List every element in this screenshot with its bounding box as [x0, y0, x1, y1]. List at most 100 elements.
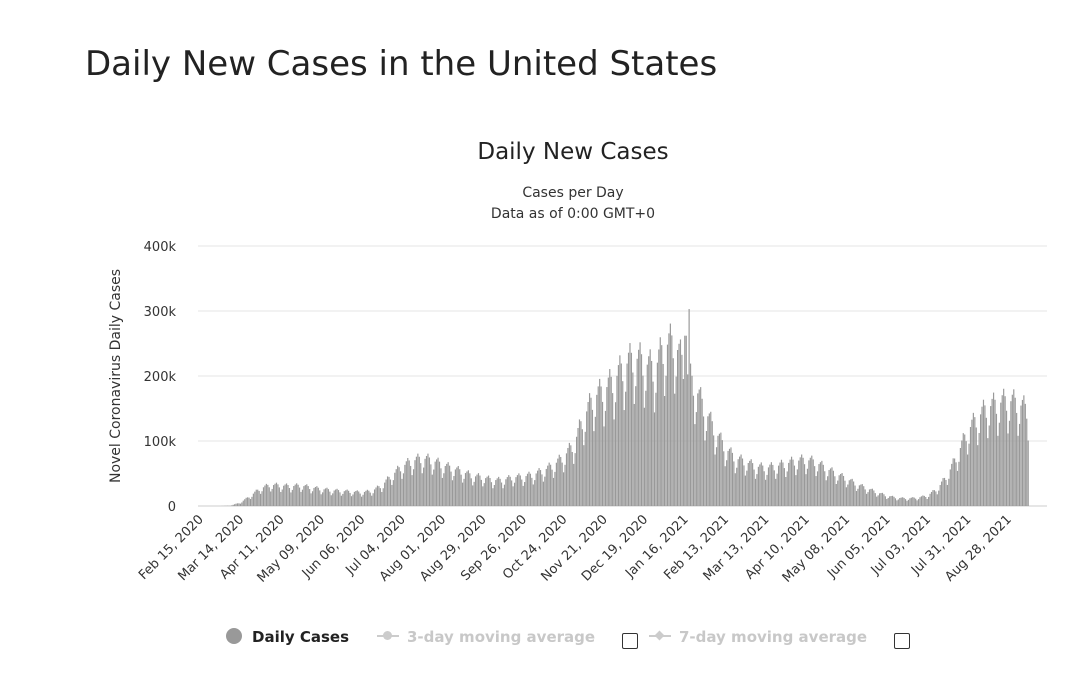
bar[interactable]: [998, 422, 1000, 506]
bar[interactable]: [649, 349, 651, 506]
bar[interactable]: [519, 475, 521, 506]
bar[interactable]: [860, 484, 862, 506]
bar[interactable]: [464, 473, 467, 506]
bar[interactable]: [288, 488, 291, 506]
bar[interactable]: [995, 413, 998, 506]
bar[interactable]: [837, 480, 839, 506]
bar[interactable]: [676, 350, 679, 506]
bar[interactable]: [531, 477, 533, 506]
bar[interactable]: [518, 473, 520, 506]
bar[interactable]: [451, 480, 454, 506]
bar[interactable]: [366, 489, 368, 506]
bar[interactable]: [313, 487, 315, 506]
bar[interactable]: [992, 392, 995, 506]
bar[interactable]: [423, 467, 425, 506]
bar[interactable]: [296, 483, 298, 506]
bar[interactable]: [300, 491, 302, 506]
bar[interactable]: [323, 489, 325, 506]
bar[interactable]: [372, 493, 374, 506]
bar[interactable]: [261, 491, 263, 506]
bar[interactable]: [521, 479, 523, 506]
bar[interactable]: [979, 414, 982, 506]
bar[interactable]: [511, 480, 513, 506]
bar[interactable]: [512, 486, 514, 506]
bar[interactable]: [402, 473, 405, 506]
bar[interactable]: [658, 349, 660, 506]
bar[interactable]: [407, 458, 409, 506]
bar[interactable]: [612, 393, 614, 506]
bar[interactable]: [319, 490, 321, 506]
bar[interactable]: [808, 460, 810, 506]
bar[interactable]: [1004, 396, 1006, 506]
bar[interactable]: [425, 455, 428, 506]
bar[interactable]: [466, 471, 468, 506]
bar[interactable]: [291, 489, 293, 506]
bar[interactable]: [384, 482, 386, 506]
bar[interactable]: [560, 456, 562, 506]
bar[interactable]: [956, 470, 959, 506]
bar[interactable]: [780, 459, 783, 506]
bar[interactable]: [928, 496, 930, 506]
bar[interactable]: [235, 503, 237, 506]
bar[interactable]: [345, 490, 347, 506]
bar[interactable]: [772, 464, 774, 506]
bar[interactable]: [398, 467, 400, 506]
bar[interactable]: [1023, 395, 1025, 506]
bar[interactable]: [811, 455, 813, 506]
bar[interactable]: [864, 489, 866, 506]
bar[interactable]: [1008, 420, 1011, 506]
bar[interactable]: [410, 465, 412, 506]
bar[interactable]: [474, 476, 477, 506]
bar[interactable]: [629, 343, 631, 506]
bar[interactable]: [952, 458, 954, 506]
bar[interactable]: [265, 483, 267, 506]
bar[interactable]: [684, 335, 686, 506]
bar[interactable]: [889, 496, 891, 506]
bar[interactable]: [359, 493, 361, 506]
bar[interactable]: [606, 387, 608, 506]
bar[interactable]: [472, 485, 474, 506]
bar[interactable]: [893, 496, 895, 506]
bar[interactable]: [503, 484, 506, 506]
bar[interactable]: [616, 375, 618, 506]
bar[interactable]: [720, 432, 722, 506]
bar[interactable]: [835, 484, 837, 506]
bar[interactable]: [922, 495, 924, 506]
bar[interactable]: [565, 453, 568, 506]
bar[interactable]: [844, 480, 846, 506]
bar[interactable]: [600, 386, 602, 506]
bar[interactable]: [1005, 410, 1008, 506]
bar[interactable]: [574, 453, 576, 506]
bar[interactable]: [247, 497, 249, 506]
bar[interactable]: [884, 496, 886, 506]
bar[interactable]: [427, 453, 429, 506]
bar[interactable]: [785, 476, 787, 506]
bar[interactable]: [275, 482, 278, 506]
bar[interactable]: [368, 490, 370, 506]
bar[interactable]: [430, 464, 432, 506]
bar[interactable]: [534, 480, 536, 506]
bar[interactable]: [920, 496, 923, 506]
bar[interactable]: [705, 431, 708, 506]
bar[interactable]: [356, 490, 358, 506]
bar[interactable]: [411, 475, 413, 506]
bar[interactable]: [449, 465, 451, 506]
bar[interactable]: [962, 433, 964, 506]
bar[interactable]: [767, 467, 770, 506]
bar[interactable]: [244, 499, 246, 506]
bar[interactable]: [404, 464, 406, 506]
bar[interactable]: [473, 481, 475, 506]
bar[interactable]: [586, 411, 588, 506]
bar[interactable]: [590, 397, 592, 506]
bar[interactable]: [353, 491, 355, 506]
bar[interactable]: [867, 492, 869, 506]
bar[interactable]: [1010, 401, 1012, 506]
bar[interactable]: [358, 491, 360, 507]
bar[interactable]: [446, 463, 448, 506]
bar[interactable]: [412, 469, 415, 506]
bar[interactable]: [394, 472, 396, 506]
bar[interactable]: [695, 412, 697, 506]
bar[interactable]: [379, 488, 381, 506]
bar[interactable]: [766, 474, 768, 506]
bar[interactable]: [900, 497, 902, 506]
